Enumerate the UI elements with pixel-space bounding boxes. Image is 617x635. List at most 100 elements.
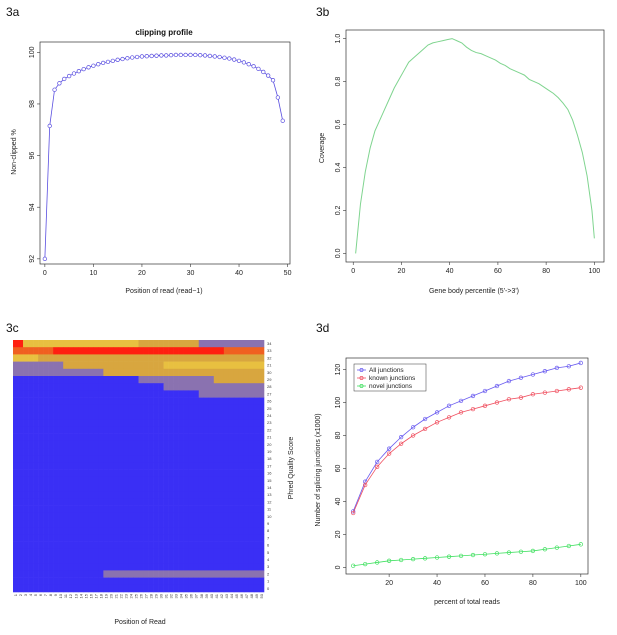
heatmap-cell <box>248 426 255 434</box>
heatmap-cell <box>248 484 255 492</box>
heatmap-cell <box>163 376 169 384</box>
heatmap-cell <box>48 520 54 528</box>
heatmap-cell <box>213 419 220 427</box>
heatmap-cell <box>103 484 109 492</box>
heatmap-cell <box>233 563 240 571</box>
heatmap-cell <box>93 491 99 499</box>
heatmap-cell <box>188 491 195 499</box>
heatmap-cell <box>143 556 149 564</box>
heatmap-cell <box>198 462 205 470</box>
chart-c-xtick-label: 40 <box>209 593 214 598</box>
heatmap-cell <box>218 426 225 434</box>
heatmap-cell <box>198 584 205 593</box>
heatmap-cell <box>258 570 265 578</box>
heatmap-cell <box>23 505 29 514</box>
heatmap-cell <box>148 383 154 391</box>
heatmap-cell <box>153 484 159 492</box>
chart-b-ytick-label: 0.4 <box>335 163 342 173</box>
heatmap-cell <box>248 469 255 478</box>
heatmap-cell <box>243 577 250 586</box>
heatmap-cell <box>83 376 89 384</box>
heatmap-cell <box>233 584 240 593</box>
heatmap-cell <box>213 476 220 485</box>
heatmap-cell <box>198 361 205 370</box>
heatmap-cell <box>208 419 215 427</box>
heatmap-cell <box>98 448 104 456</box>
heatmap-cell <box>23 368 29 377</box>
heatmap-cell <box>53 412 59 420</box>
heatmap-cell <box>178 404 184 413</box>
heatmap-cell <box>123 498 129 506</box>
heatmap-cell <box>238 376 245 384</box>
chart-d-legend-marker <box>359 376 364 380</box>
heatmap-cell <box>98 563 104 571</box>
heatmap-cell <box>43 426 49 434</box>
heatmap-cell <box>203 498 210 506</box>
heatmap-cell <box>208 412 215 420</box>
heatmap-cell <box>103 570 109 578</box>
heatmap-cell <box>98 520 104 528</box>
heatmap-cell <box>188 520 195 528</box>
heatmap-cell <box>53 361 59 370</box>
heatmap-cell <box>143 347 149 355</box>
heatmap-cell <box>48 340 54 348</box>
heatmap-cell <box>63 354 69 362</box>
heatmap-cell <box>53 484 59 492</box>
chart-d-legend-label: known junctions <box>369 375 416 382</box>
heatmap-cell <box>58 527 64 535</box>
heatmap-cell <box>143 570 149 578</box>
chart-c-ytick-label: 23 <box>267 420 272 425</box>
heatmap-cell <box>178 584 184 593</box>
heatmap-cell <box>28 419 34 427</box>
heatmap-cell <box>153 512 159 521</box>
heatmap-cell <box>253 368 260 377</box>
chart-c-ytick-label: 0 <box>267 586 270 591</box>
chart-a-point <box>232 57 237 62</box>
heatmap-cell <box>253 404 260 413</box>
heatmap-cell <box>223 548 230 557</box>
heatmap-cell <box>78 376 84 384</box>
chart-c-xtick-label: 4 <box>28 593 33 596</box>
chart-d-ytick-label: 100 <box>335 397 342 409</box>
heatmap-cell <box>73 527 79 535</box>
heatmap-cell <box>38 404 44 413</box>
chart-d-point <box>566 543 571 549</box>
heatmap-cell <box>43 397 49 406</box>
chart-c-xtick-label: 31 <box>164 593 169 598</box>
heatmap-cell <box>213 347 220 355</box>
heatmap-cell <box>173 505 179 514</box>
heatmap-cell <box>103 354 109 362</box>
heatmap-cell <box>203 570 210 578</box>
chart-a-point <box>164 53 169 58</box>
chart-c-xtick-label: 47 <box>244 593 249 598</box>
heatmap-cell <box>13 412 19 420</box>
heatmap-cell <box>228 484 235 492</box>
heatmap-cell <box>73 577 79 586</box>
heatmap-cell <box>73 584 79 593</box>
heatmap-cell <box>33 455 39 463</box>
heatmap-cell <box>193 340 200 348</box>
heatmap-cell <box>118 419 124 427</box>
heatmap-cell <box>208 556 215 564</box>
chart-a-point <box>115 57 120 62</box>
heatmap-cell <box>253 440 260 449</box>
heatmap-cell <box>203 368 210 377</box>
heatmap-cell <box>68 505 74 514</box>
heatmap-cell <box>18 390 24 398</box>
heatmap-cell <box>223 498 230 506</box>
heatmap-cell <box>38 412 44 420</box>
heatmap-cell <box>108 404 114 413</box>
heatmap-cell <box>203 541 210 550</box>
heatmap-cell <box>88 520 94 528</box>
heatmap-cell <box>258 512 265 521</box>
heatmap-cell <box>68 354 74 362</box>
heatmap-cell <box>43 433 49 442</box>
heatmap-cell <box>133 412 139 420</box>
heatmap-cell <box>98 440 104 449</box>
heatmap-cell <box>128 383 134 391</box>
heatmap-cell <box>178 577 184 586</box>
chart-a-point <box>251 64 256 69</box>
chart-a-point <box>198 53 203 58</box>
heatmap-cell <box>203 397 210 406</box>
heatmap-cell <box>173 404 179 413</box>
